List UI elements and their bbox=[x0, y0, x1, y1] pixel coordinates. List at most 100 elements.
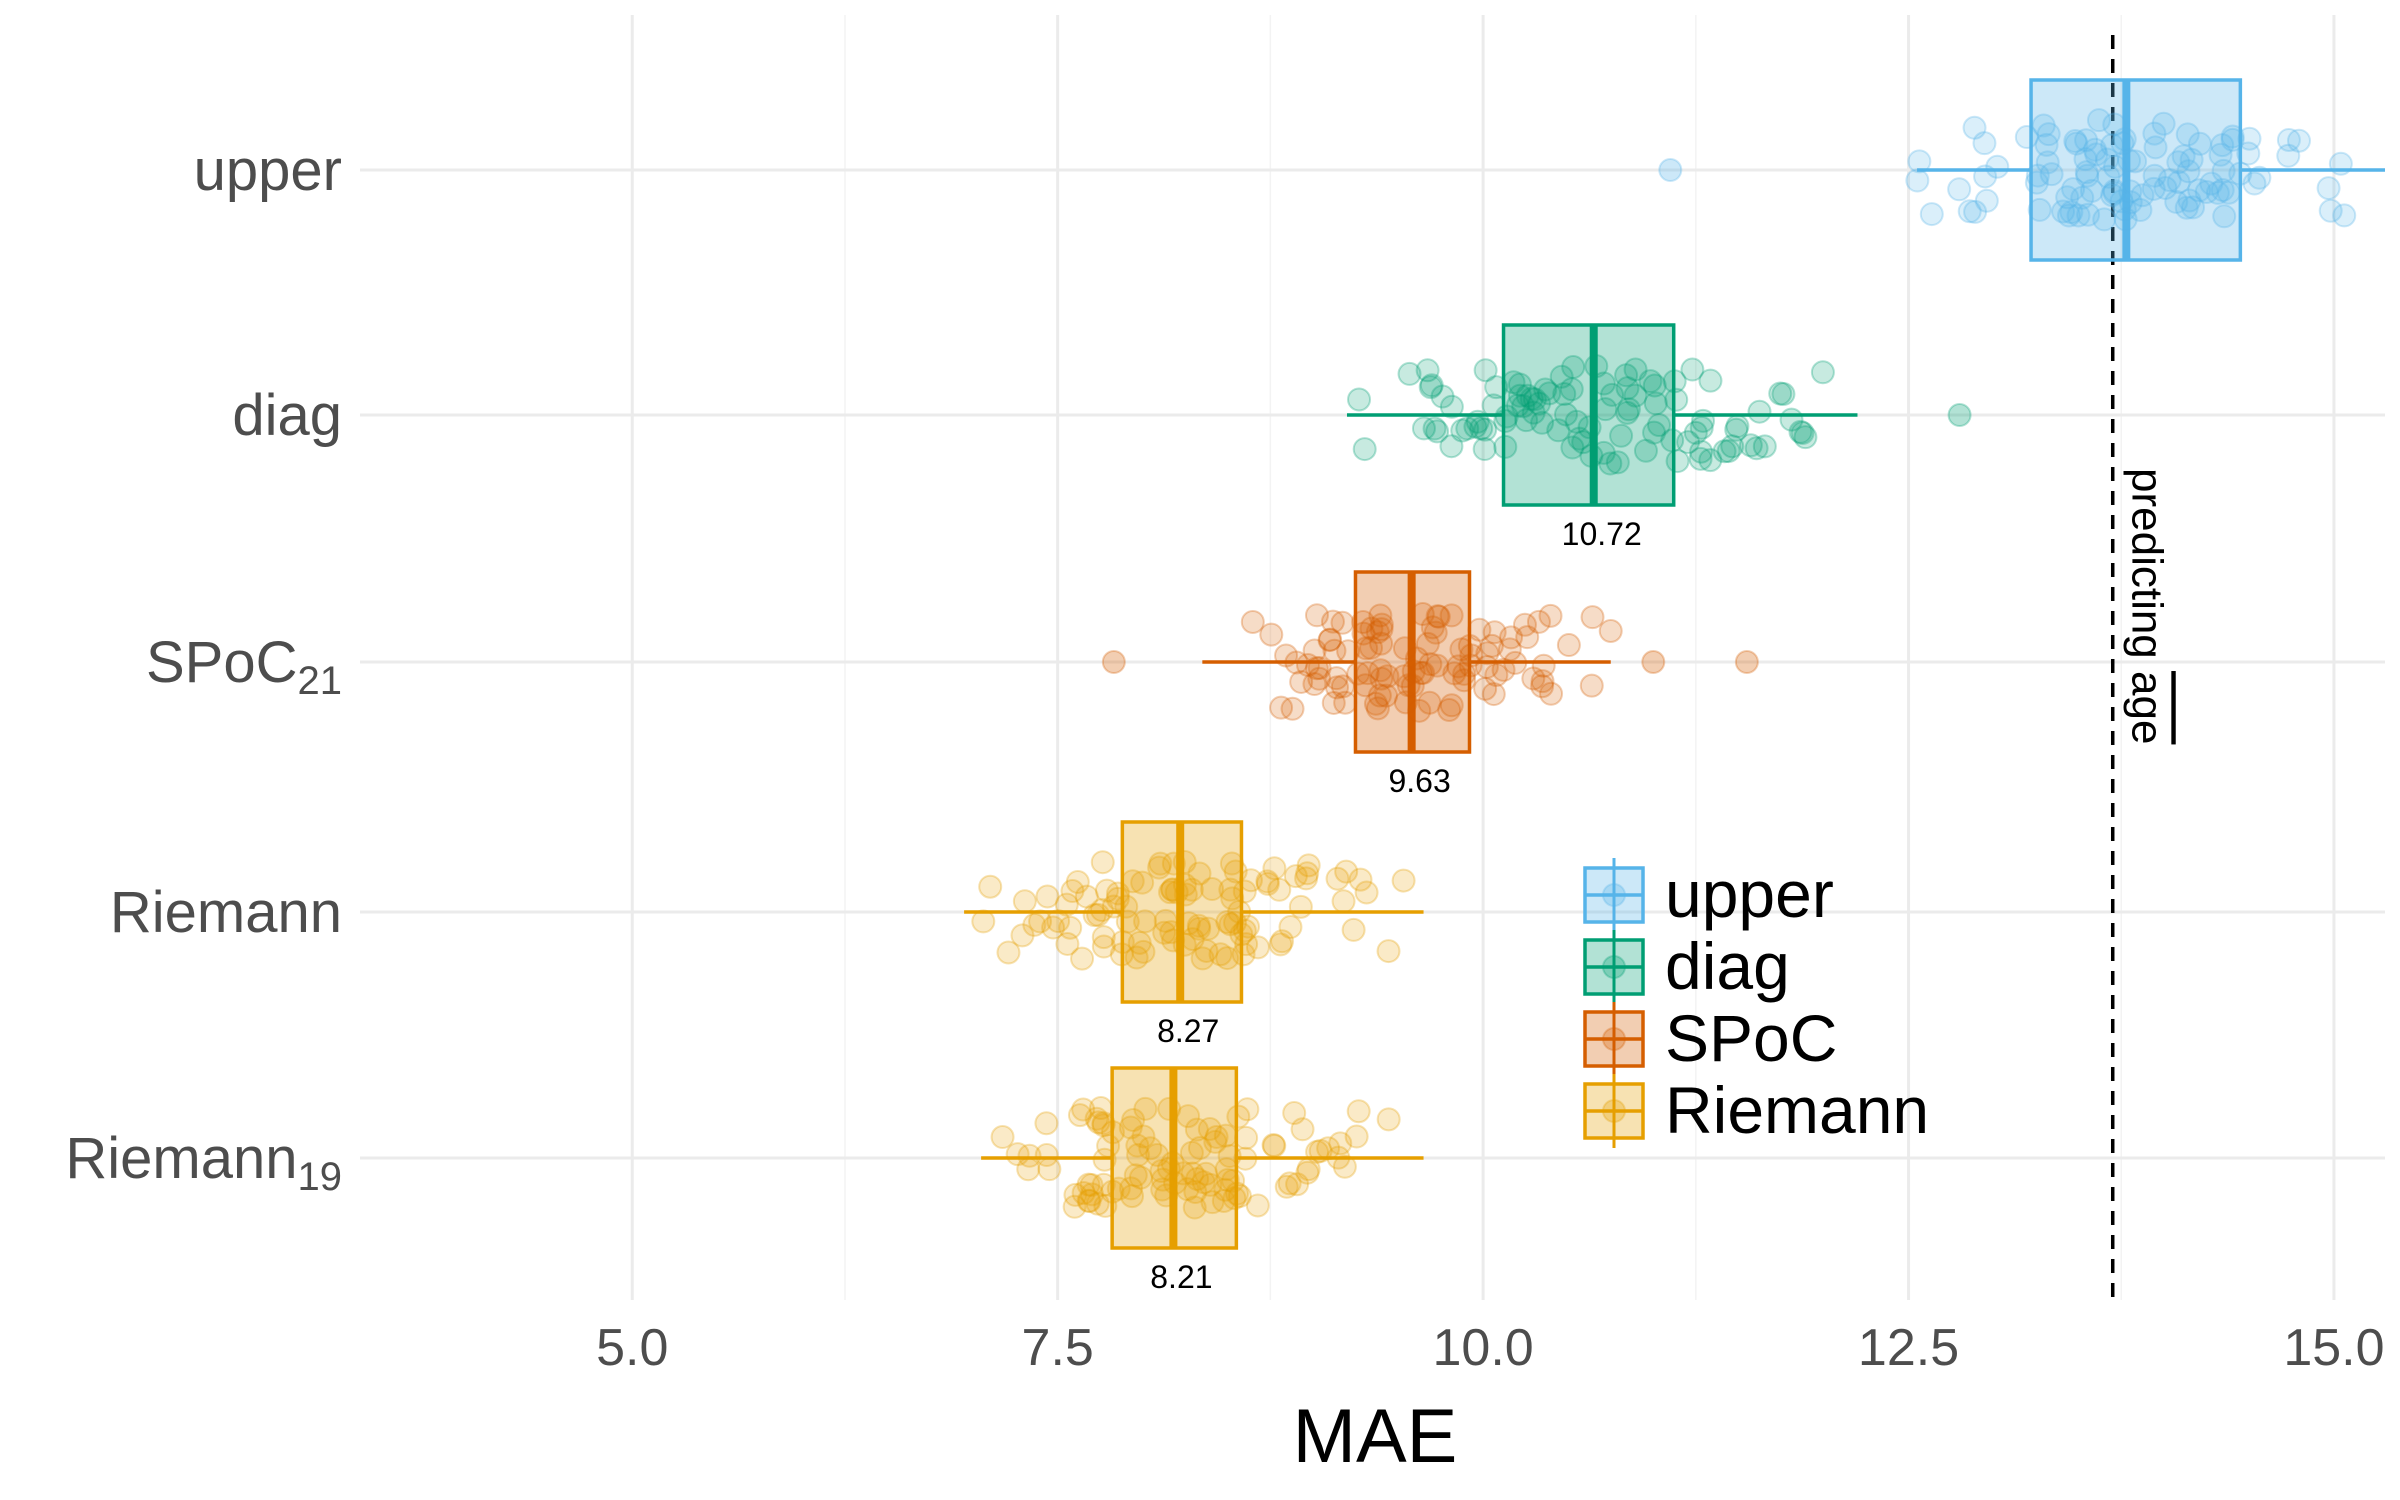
data-point bbox=[1479, 633, 1504, 658]
data-point bbox=[2153, 175, 2178, 200]
data-point bbox=[1452, 661, 1477, 686]
data-point bbox=[1010, 923, 1035, 948]
data-point bbox=[1176, 911, 1201, 936]
data-point bbox=[1683, 420, 1708, 445]
data-point bbox=[2194, 179, 2219, 204]
data-point bbox=[1963, 199, 1988, 224]
data-point bbox=[1322, 638, 1347, 663]
legend-item-riemann: Riemann bbox=[1583, 1073, 1929, 1148]
data-point bbox=[1186, 913, 1211, 938]
data-point bbox=[2164, 189, 2189, 214]
data-point bbox=[1330, 610, 1355, 635]
data-point bbox=[1153, 908, 1178, 933]
data-point bbox=[1526, 609, 1551, 634]
data-point bbox=[2074, 160, 2099, 185]
data-point bbox=[1158, 880, 1183, 905]
outlier-point bbox=[1658, 158, 1683, 182]
data-point bbox=[1577, 415, 1602, 440]
data-point bbox=[1307, 655, 1332, 680]
data-point bbox=[1179, 877, 1204, 902]
data-point bbox=[1333, 690, 1358, 715]
data-point bbox=[1530, 410, 1555, 435]
data-point bbox=[1245, 1193, 1270, 1218]
data-point bbox=[1171, 1161, 1196, 1186]
data-point bbox=[1017, 1143, 1042, 1168]
data-point bbox=[1352, 437, 1377, 462]
data-point bbox=[1119, 1176, 1144, 1201]
data-point bbox=[1469, 416, 1494, 441]
data-point bbox=[1152, 920, 1177, 945]
data-point bbox=[2211, 158, 2236, 183]
data-point bbox=[1295, 861, 1320, 886]
data-point bbox=[1198, 1172, 1223, 1197]
data-point bbox=[1450, 418, 1475, 443]
data-point bbox=[1482, 620, 1507, 645]
data-point bbox=[1716, 439, 1741, 464]
data-point bbox=[2074, 128, 2099, 153]
data-point bbox=[1615, 376, 1640, 401]
data-point bbox=[971, 909, 996, 934]
data-point bbox=[1213, 1123, 1238, 1148]
data-point bbox=[1493, 434, 1518, 459]
legend-item-spoc: SPoC bbox=[1583, 1001, 1837, 1076]
x-tick-label: 5.0 bbox=[596, 1319, 668, 1377]
data-point bbox=[1559, 377, 1584, 402]
data-point bbox=[1425, 419, 1450, 444]
data-point bbox=[1463, 414, 1488, 439]
data-point bbox=[1365, 696, 1390, 721]
data-point bbox=[1344, 1124, 1369, 1149]
median-label: 8.21 bbox=[1150, 1259, 1212, 1295]
data-point bbox=[1689, 439, 1714, 464]
data-point bbox=[1633, 438, 1658, 463]
data-point bbox=[1533, 377, 1558, 402]
data-point bbox=[2039, 162, 2064, 187]
data-point bbox=[1100, 1179, 1125, 1204]
data-point bbox=[1665, 449, 1690, 474]
legend-item-diag: diag bbox=[1583, 929, 1790, 1004]
data-point bbox=[2055, 185, 2080, 210]
data-point bbox=[1091, 1111, 1116, 1136]
data-point bbox=[1055, 931, 1080, 956]
data-point bbox=[1515, 625, 1540, 650]
data-point bbox=[1290, 1117, 1315, 1142]
data-point bbox=[1110, 929, 1135, 954]
data-point bbox=[1623, 383, 1648, 408]
outlier-point bbox=[1641, 650, 1666, 674]
data-point bbox=[2118, 190, 2143, 215]
data-point bbox=[1593, 397, 1618, 422]
data-point bbox=[1375, 664, 1400, 689]
data-point bbox=[1172, 872, 1197, 897]
data-point bbox=[1063, 1182, 1088, 1207]
data-point bbox=[1605, 450, 1630, 475]
data-point bbox=[1418, 652, 1443, 677]
data-point bbox=[1194, 938, 1219, 963]
x-tick-label: 12.5 bbox=[1858, 1319, 1959, 1377]
data-point bbox=[1497, 637, 1522, 662]
data-point bbox=[1985, 154, 2010, 179]
data-point bbox=[1353, 673, 1378, 698]
data-point bbox=[1430, 384, 1455, 409]
data-point bbox=[1521, 666, 1546, 691]
data-point bbox=[1481, 682, 1506, 707]
data-point bbox=[1957, 199, 1982, 224]
reference-line-group: predicting age bbox=[2110, 35, 2172, 1300]
data-point bbox=[1472, 437, 1497, 462]
data-point bbox=[1196, 916, 1221, 941]
data-point bbox=[1579, 443, 1604, 468]
data-point bbox=[2076, 202, 2101, 227]
data-point bbox=[1197, 1116, 1222, 1141]
data-point bbox=[1191, 1170, 1216, 1195]
data-point bbox=[2276, 127, 2301, 152]
data-point bbox=[1074, 884, 1099, 909]
box-Riemann bbox=[964, 820, 1424, 1004]
data-point bbox=[1647, 413, 1672, 438]
data-point bbox=[1521, 400, 1546, 425]
data-point bbox=[1467, 617, 1492, 642]
data-point bbox=[2014, 125, 2039, 150]
data-point bbox=[2025, 163, 2050, 188]
data-point bbox=[1124, 945, 1149, 970]
data-point bbox=[1234, 932, 1259, 957]
data-point bbox=[1118, 1115, 1143, 1140]
data-point bbox=[1561, 355, 1586, 380]
data-point bbox=[1415, 358, 1440, 383]
